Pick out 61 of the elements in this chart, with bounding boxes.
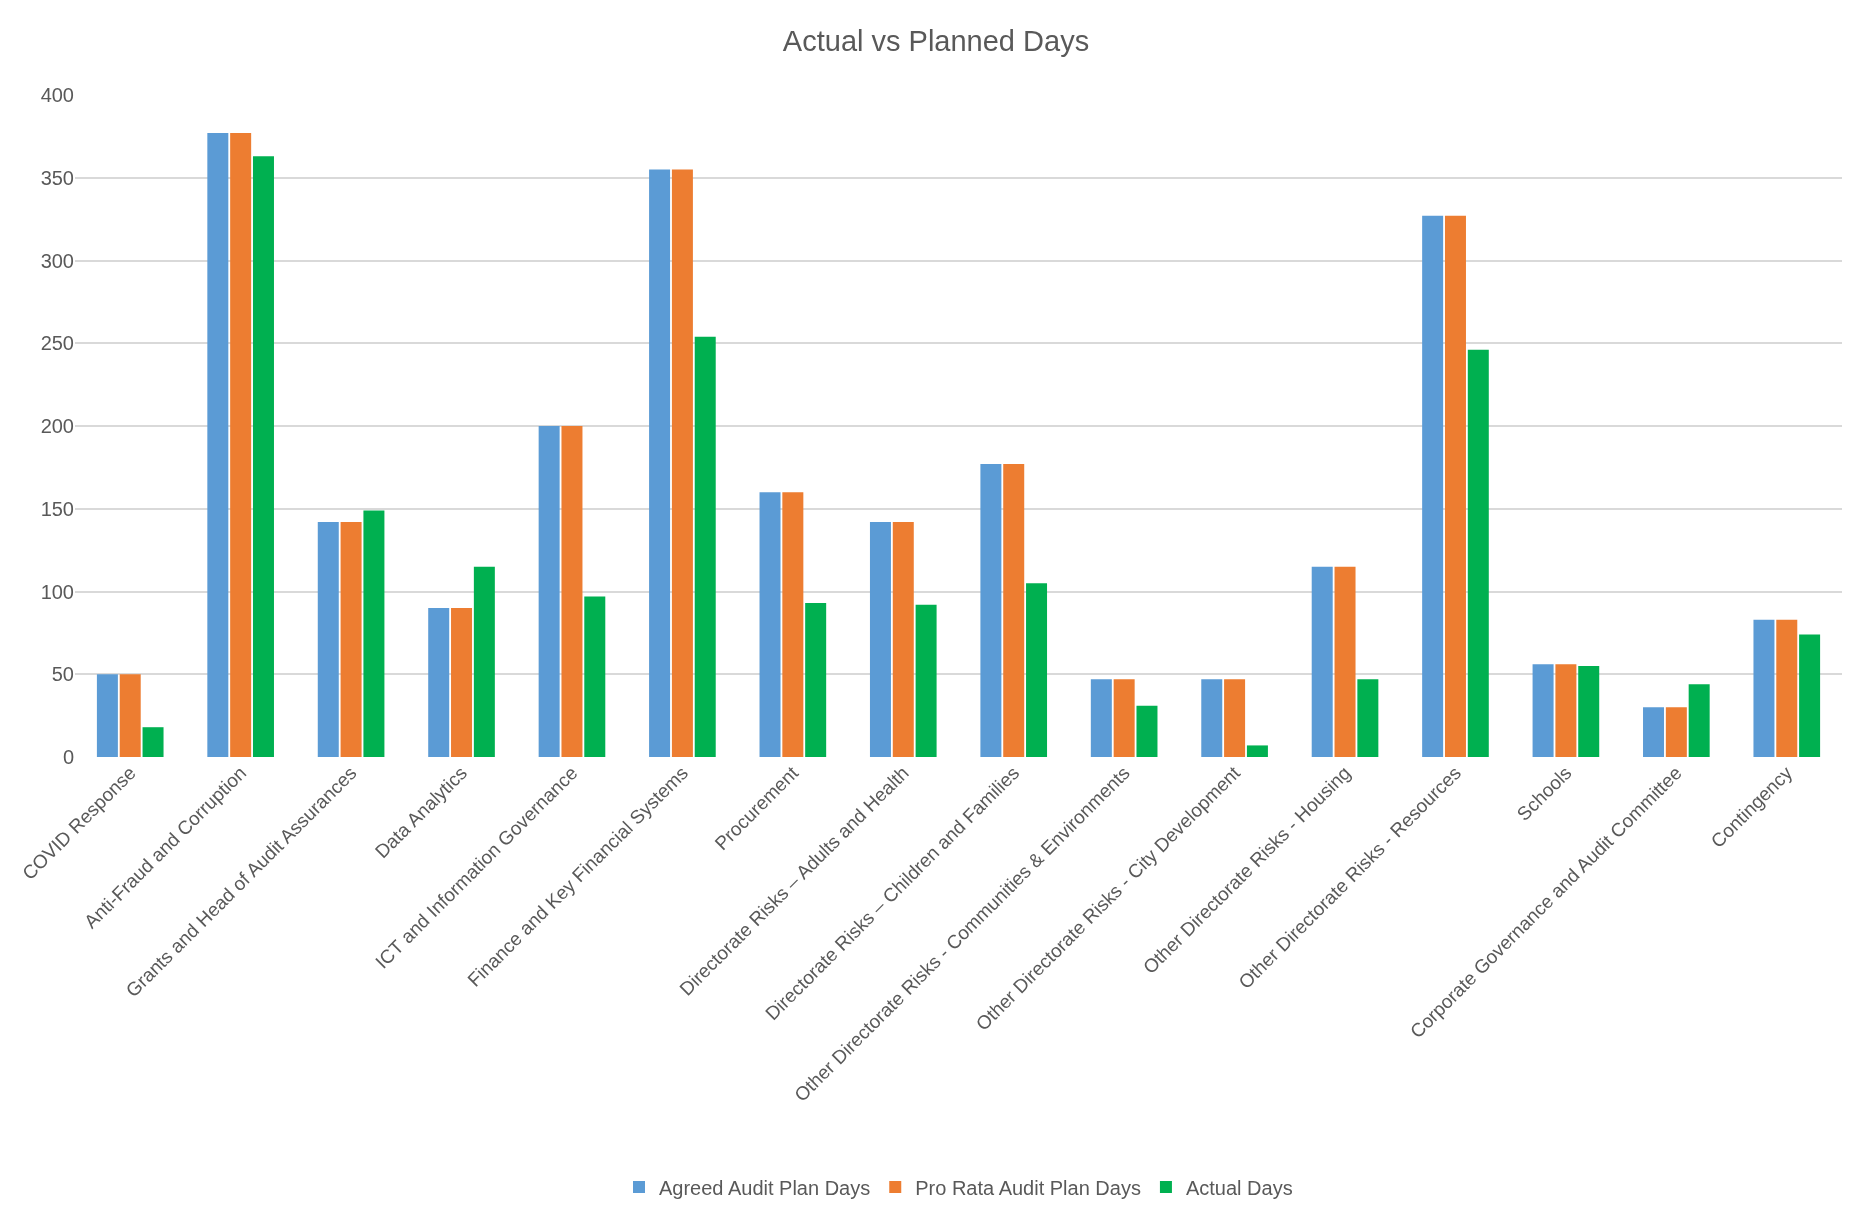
bar <box>1467 349 1489 757</box>
bar <box>1444 215 1466 757</box>
bar <box>1311 566 1333 757</box>
y-tick-label: 350 <box>40 166 74 189</box>
bar <box>96 674 118 757</box>
bar <box>119 674 141 757</box>
bar <box>1201 679 1223 757</box>
bar <box>649 169 671 757</box>
legend-label: Agreed Audit Plan Days <box>659 1176 871 1199</box>
bar <box>252 156 274 757</box>
legend-label: Actual Days <box>1185 1176 1293 1199</box>
bar <box>317 521 339 757</box>
bar <box>1113 679 1135 757</box>
bar <box>1532 664 1554 757</box>
bar <box>759 492 781 757</box>
bar <box>1422 215 1444 757</box>
bar <box>473 566 495 757</box>
bar <box>207 133 229 757</box>
y-tick-label: 100 <box>40 580 74 603</box>
bar <box>869 521 891 757</box>
bar <box>694 336 716 757</box>
y-tick-label: 250 <box>40 332 74 355</box>
bar <box>1224 679 1246 757</box>
y-tick-label: 300 <box>40 249 74 272</box>
bar <box>428 608 450 757</box>
bar <box>1665 707 1687 757</box>
bar <box>1136 705 1158 757</box>
y-tick-label: 150 <box>40 497 74 520</box>
bar <box>1776 619 1798 757</box>
bar <box>1334 566 1356 757</box>
bar <box>1003 464 1025 757</box>
bar <box>671 169 693 757</box>
bar <box>1578 665 1600 757</box>
bar <box>1246 745 1268 757</box>
bar <box>363 510 385 757</box>
bar <box>1753 619 1775 757</box>
bar <box>451 608 473 757</box>
bar <box>1555 664 1577 757</box>
bar <box>1090 679 1112 757</box>
bar <box>892 521 914 757</box>
bar <box>584 596 606 757</box>
y-tick-label: 200 <box>40 415 74 437</box>
y-tick-label: 400 <box>40 84 74 106</box>
bar <box>230 133 252 757</box>
bar <box>915 604 937 757</box>
y-tick-label: 0 <box>62 746 74 768</box>
bar <box>1688 684 1710 757</box>
bar <box>980 464 1002 757</box>
bar <box>1799 634 1821 757</box>
bar <box>782 492 804 757</box>
bar <box>538 426 560 757</box>
bar <box>142 727 164 757</box>
y-tick-label: 50 <box>51 663 74 686</box>
bar <box>1357 679 1379 757</box>
bar <box>1026 583 1048 757</box>
bar <box>805 603 827 757</box>
chart-title: Actual vs Planned Days <box>782 24 1090 57</box>
bar <box>1643 707 1665 757</box>
bar <box>561 426 583 757</box>
legend-label: Pro Rata Audit Plan Days <box>915 1176 1141 1199</box>
bar <box>340 521 362 757</box>
